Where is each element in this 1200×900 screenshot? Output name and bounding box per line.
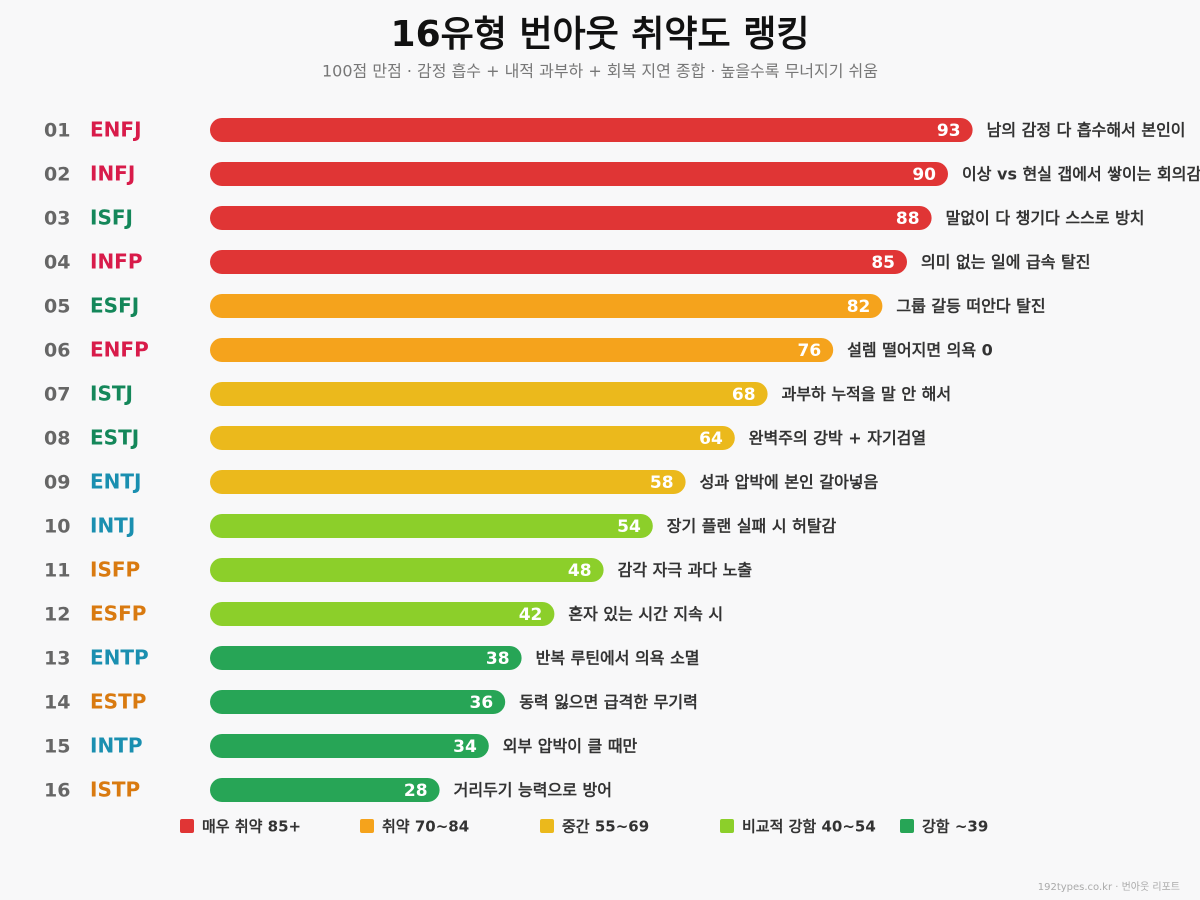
legend-swatch [720, 819, 734, 833]
value-label: 90 [912, 165, 936, 185]
bar [210, 558, 604, 582]
value-label: 68 [732, 385, 756, 405]
category-label: INTJ [90, 514, 135, 538]
bar [210, 250, 907, 274]
bar [210, 470, 686, 494]
annotation: 감각 자극 과다 노출 [618, 561, 753, 580]
category-label: ESFP [90, 602, 146, 626]
value-label: 36 [470, 693, 494, 713]
bar [210, 294, 883, 318]
rank: 09 [44, 472, 70, 494]
annotation: 남의 감정 다 흡수해서 본인이 [987, 121, 1186, 140]
bar [210, 690, 506, 714]
bar [210, 426, 735, 450]
legend-swatch [180, 819, 194, 833]
annotation: 혼자 있는 시간 지속 시 [568, 605, 723, 624]
value-label: 48 [568, 561, 592, 581]
bar [210, 338, 834, 362]
category-label: ESTP [90, 690, 146, 714]
rank: 01 [44, 120, 70, 142]
legend-label: 강함 ~39 [922, 818, 988, 836]
value-label: 54 [617, 517, 641, 537]
category-label: ISFJ [90, 206, 133, 230]
annotation: 의미 없는 일에 급속 탈진 [921, 253, 1090, 272]
rank: 02 [44, 164, 70, 186]
bar [210, 602, 555, 626]
category-label: INTP [90, 734, 142, 758]
legend-swatch [900, 819, 914, 833]
bar [210, 514, 653, 538]
rank: 03 [44, 208, 70, 230]
chart-subtitle: 100점 만점 · 감정 흡수 + 내적 과부하 + 회복 지연 종합 · 높을… [322, 62, 878, 81]
category-label: ISTJ [90, 382, 133, 406]
bar [210, 118, 973, 142]
category-label: INFP [90, 250, 143, 274]
annotation: 말없이 다 챙기다 스스로 방치 [946, 209, 1145, 228]
annotation: 그룹 갈등 떠안다 탈진 [896, 297, 1045, 316]
legend-label: 매우 취약 85+ [202, 818, 301, 836]
category-label: ESFJ [90, 294, 139, 318]
value-label: 28 [404, 781, 428, 801]
rank: 14 [44, 692, 70, 714]
rank: 15 [44, 736, 70, 758]
legend-label: 중간 55~69 [562, 818, 649, 836]
value-label: 76 [798, 341, 822, 361]
annotation: 설렘 떨어지면 의욕 0 [847, 341, 993, 360]
category-label: ENTJ [90, 470, 141, 494]
legend-label: 비교적 강함 40~54 [742, 818, 876, 836]
chart-title: 16유형 번아웃 취약도 랭킹 [391, 14, 810, 55]
rank: 04 [44, 252, 70, 274]
rank: 10 [44, 516, 70, 538]
annotation: 반복 루틴에서 의욕 소멸 [536, 649, 700, 668]
bar [210, 734, 489, 758]
bar [210, 206, 932, 230]
rank: 05 [44, 296, 70, 318]
category-label: ESTJ [90, 426, 139, 450]
value-label: 58 [650, 473, 674, 493]
category-label: ENFJ [90, 118, 142, 142]
rank: 11 [44, 560, 70, 582]
rank: 13 [44, 648, 70, 670]
value-label: 88 [896, 209, 920, 229]
category-label: ISFP [90, 558, 140, 582]
rank: 07 [44, 384, 70, 406]
annotation: 과부하 누적을 말 안 해서 [782, 385, 951, 404]
value-label: 93 [937, 121, 961, 141]
bar [210, 382, 768, 406]
annotation: 이상 vs 현실 갭에서 쌓이는 회의감 [962, 165, 1200, 184]
value-label: 38 [486, 649, 510, 669]
rank: 06 [44, 340, 70, 362]
bar [210, 778, 440, 802]
bar [210, 162, 948, 186]
value-label: 85 [871, 253, 895, 273]
value-label: 42 [519, 605, 543, 625]
category-label: ENFP [90, 338, 149, 362]
annotation: 장기 플랜 실패 시 허탈감 [667, 517, 837, 536]
category-label: ENTP [90, 646, 149, 670]
annotation: 동력 잃으면 급격한 무기력 [519, 693, 698, 712]
value-label: 64 [699, 429, 723, 449]
bar [210, 646, 522, 670]
category-label: INFJ [90, 162, 135, 186]
rank: 16 [44, 780, 70, 802]
rank: 12 [44, 604, 70, 626]
legend-swatch [360, 819, 374, 833]
footer: 192types.co.kr · 번아웃 리포트 [1038, 881, 1180, 893]
rank: 08 [44, 428, 70, 450]
value-label: 34 [453, 737, 477, 757]
category-label: ISTP [90, 778, 140, 802]
annotation: 성과 압박에 본인 갈아넣음 [700, 473, 879, 492]
legend-swatch [540, 819, 554, 833]
legend-label: 취약 70~84 [382, 818, 469, 836]
annotation: 완벽주의 강박 + 자기검열 [749, 429, 926, 448]
value-label: 82 [847, 297, 871, 317]
annotation: 거리두기 능력으로 방어 [454, 781, 612, 800]
annotation: 외부 압박이 클 때만 [503, 737, 638, 756]
